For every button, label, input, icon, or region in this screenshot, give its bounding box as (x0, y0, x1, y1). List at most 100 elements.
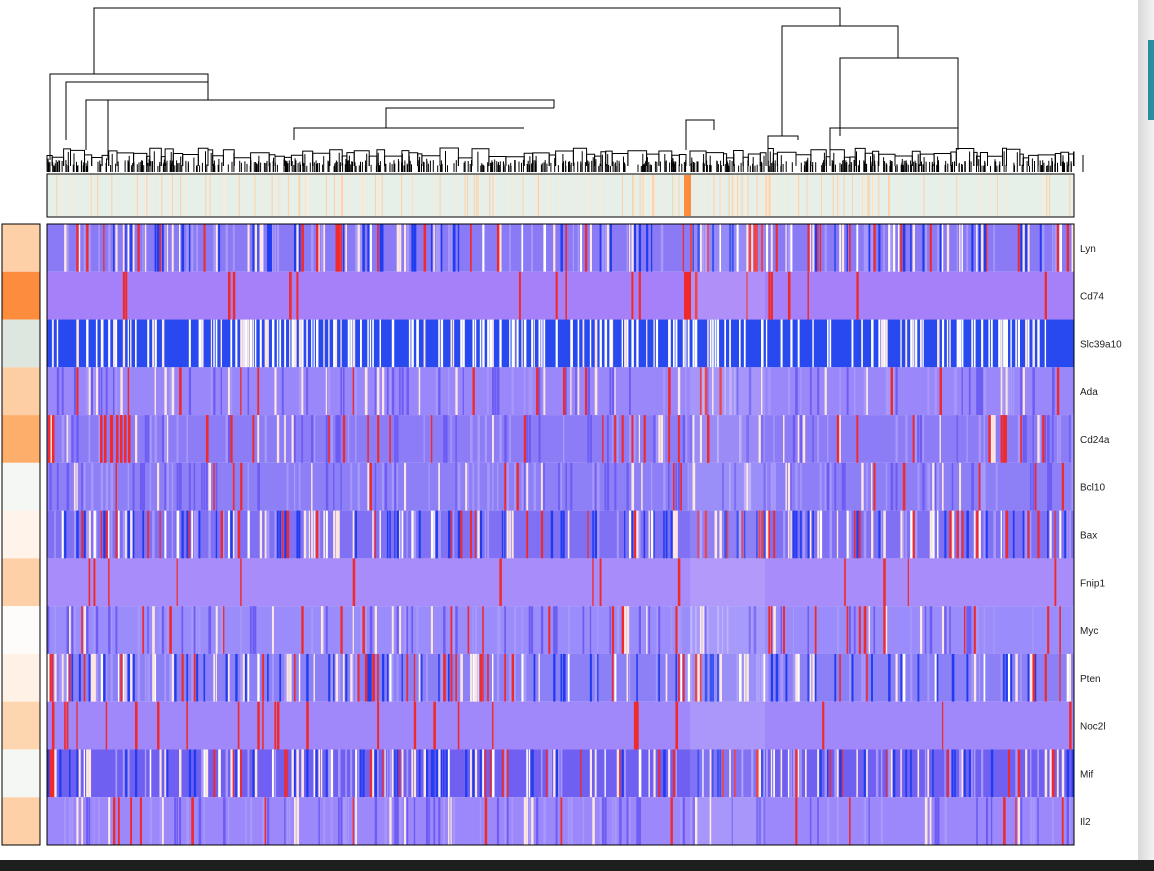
heatmap-cell (382, 749, 384, 798)
heatmap-cell (240, 558, 242, 607)
row-annotation-il2 (2, 797, 40, 845)
column-annotation-mark (298, 175, 300, 216)
heatmap-cell (59, 749, 62, 798)
heatmap-cell (978, 510, 981, 559)
heatmap-cell (164, 367, 167, 416)
heatmap-cell (638, 224, 642, 272)
heatmap-cell (455, 653, 458, 702)
heatmap-cell (389, 367, 392, 416)
heatmap-cell (885, 367, 889, 416)
heatmap-cell (1005, 415, 1007, 463)
row-label-pten: Pten (1080, 674, 1101, 685)
heatmap-cell (149, 797, 152, 845)
heatmap-cell (76, 319, 79, 368)
heatmap-cell (289, 653, 292, 702)
heatmap-cell (369, 224, 372, 272)
heatmap-cell (301, 319, 304, 368)
heatmap-cell (438, 749, 441, 798)
dendrogram-branch (1006, 148, 1021, 166)
heatmap-cell (626, 653, 629, 702)
heatmap-cell (496, 653, 500, 702)
heatmap-cell (761, 224, 764, 272)
heatmap-cell (756, 653, 759, 702)
heatmap-cell (893, 749, 896, 798)
column-annotation-mark (734, 175, 736, 216)
heatmap-cell (1049, 510, 1052, 559)
heatmap-cell (330, 797, 333, 845)
heatmap-cell (787, 510, 790, 559)
heatmap-cell (1020, 367, 1023, 416)
heatmap-cell (592, 462, 595, 511)
heatmap-cell (849, 606, 851, 654)
heatmap-cell (717, 749, 719, 798)
heatmap-cell (1066, 797, 1070, 845)
heatmap-cell (976, 224, 978, 272)
heatmap-cell (543, 367, 546, 416)
heatmap-cell (800, 367, 802, 416)
heatmap-cell (438, 653, 440, 702)
heatmap-cell (846, 224, 848, 272)
heatmap-cell (736, 224, 739, 272)
heatmap-cell (372, 653, 375, 702)
heatmap-cell (240, 462, 243, 511)
heatmap-cell (110, 606, 112, 654)
heatmap-cell (59, 653, 61, 702)
column-annotation-mark (878, 175, 880, 216)
heatmap-cell (795, 462, 798, 511)
heatmap-cell (1037, 749, 1039, 798)
heatmap-cell (86, 224, 89, 272)
heatmap-cell (1032, 462, 1035, 511)
heatmap-cell (753, 224, 757, 272)
heatmap-cell (306, 701, 309, 750)
heatmap-cell (1017, 797, 1021, 845)
heatmap-cell (981, 367, 984, 416)
heatmap-cell (675, 749, 677, 798)
heatmap-cell (883, 224, 885, 272)
heatmap-cell (993, 606, 995, 654)
column-annotation-mark (494, 175, 496, 216)
heatmap-cell (1003, 415, 1006, 463)
heatmap-cell (636, 701, 639, 750)
heatmap-cell (611, 797, 614, 845)
heatmap-cell (271, 749, 274, 798)
heatmap-cell (323, 510, 326, 559)
heatmap-cell (721, 749, 724, 798)
heatmap-cell (594, 510, 597, 559)
heatmap-cell (836, 510, 839, 559)
heatmap-cell (1047, 510, 1049, 559)
heatmap-cell (208, 510, 211, 559)
heatmap-cell (125, 271, 128, 320)
heatmap-cell (587, 415, 590, 463)
heatmap-cell (377, 701, 380, 750)
heatmap-cell (721, 606, 724, 654)
heatmap-cell (966, 510, 969, 559)
column-annotation-mark (238, 175, 240, 216)
heatmap-cell (968, 367, 971, 416)
heatmap-cell (885, 749, 888, 798)
heatmap-cell (753, 606, 757, 654)
heatmap-cell (120, 415, 123, 463)
heatmap-cell (125, 653, 127, 702)
cluster-region-overlay (690, 558, 765, 607)
heatmap-cell (235, 319, 238, 368)
heatmap-cell (672, 319, 675, 368)
heatmap-cell (528, 749, 530, 798)
heatmap-cell (944, 749, 946, 798)
heatmap-cell (717, 319, 720, 368)
heatmap-cell (1003, 653, 1005, 702)
heatmap-cell (100, 653, 104, 702)
heatmap-cell (166, 749, 169, 798)
heatmap-cell (113, 797, 116, 845)
heatmap-cell (1049, 749, 1052, 798)
heatmap-cell (817, 415, 820, 463)
heatmap-cell (88, 749, 92, 798)
heatmap-cell (115, 367, 118, 416)
heatmap-cell (650, 510, 654, 559)
heatmap-cell (362, 749, 365, 798)
heatmap-cell (702, 367, 705, 416)
heatmap-cell (448, 653, 450, 702)
heatmap-cell (333, 510, 336, 559)
heatmap-cell (768, 271, 771, 320)
heatmap-cell (100, 319, 104, 368)
heatmap-cell (240, 367, 242, 416)
